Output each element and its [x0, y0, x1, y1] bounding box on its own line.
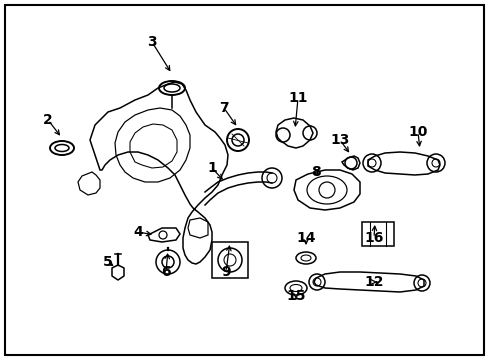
Text: 11: 11 [287, 91, 307, 105]
Text: 8: 8 [310, 165, 320, 179]
Text: 7: 7 [219, 101, 228, 115]
Text: 10: 10 [407, 125, 427, 139]
Text: 6: 6 [161, 265, 170, 279]
Text: 9: 9 [221, 265, 230, 279]
Text: 15: 15 [285, 289, 305, 303]
Text: 2: 2 [43, 113, 53, 127]
Bar [361, 222, 393, 246]
Text: 3: 3 [147, 35, 157, 49]
Text: 16: 16 [364, 231, 383, 245]
Text: 4: 4 [133, 225, 142, 239]
Text: 14: 14 [296, 231, 315, 245]
Text: 12: 12 [364, 275, 383, 289]
Text: 13: 13 [329, 133, 349, 147]
Bar [212, 242, 247, 278]
Text: 1: 1 [207, 161, 217, 175]
Text: 5: 5 [103, 255, 113, 269]
